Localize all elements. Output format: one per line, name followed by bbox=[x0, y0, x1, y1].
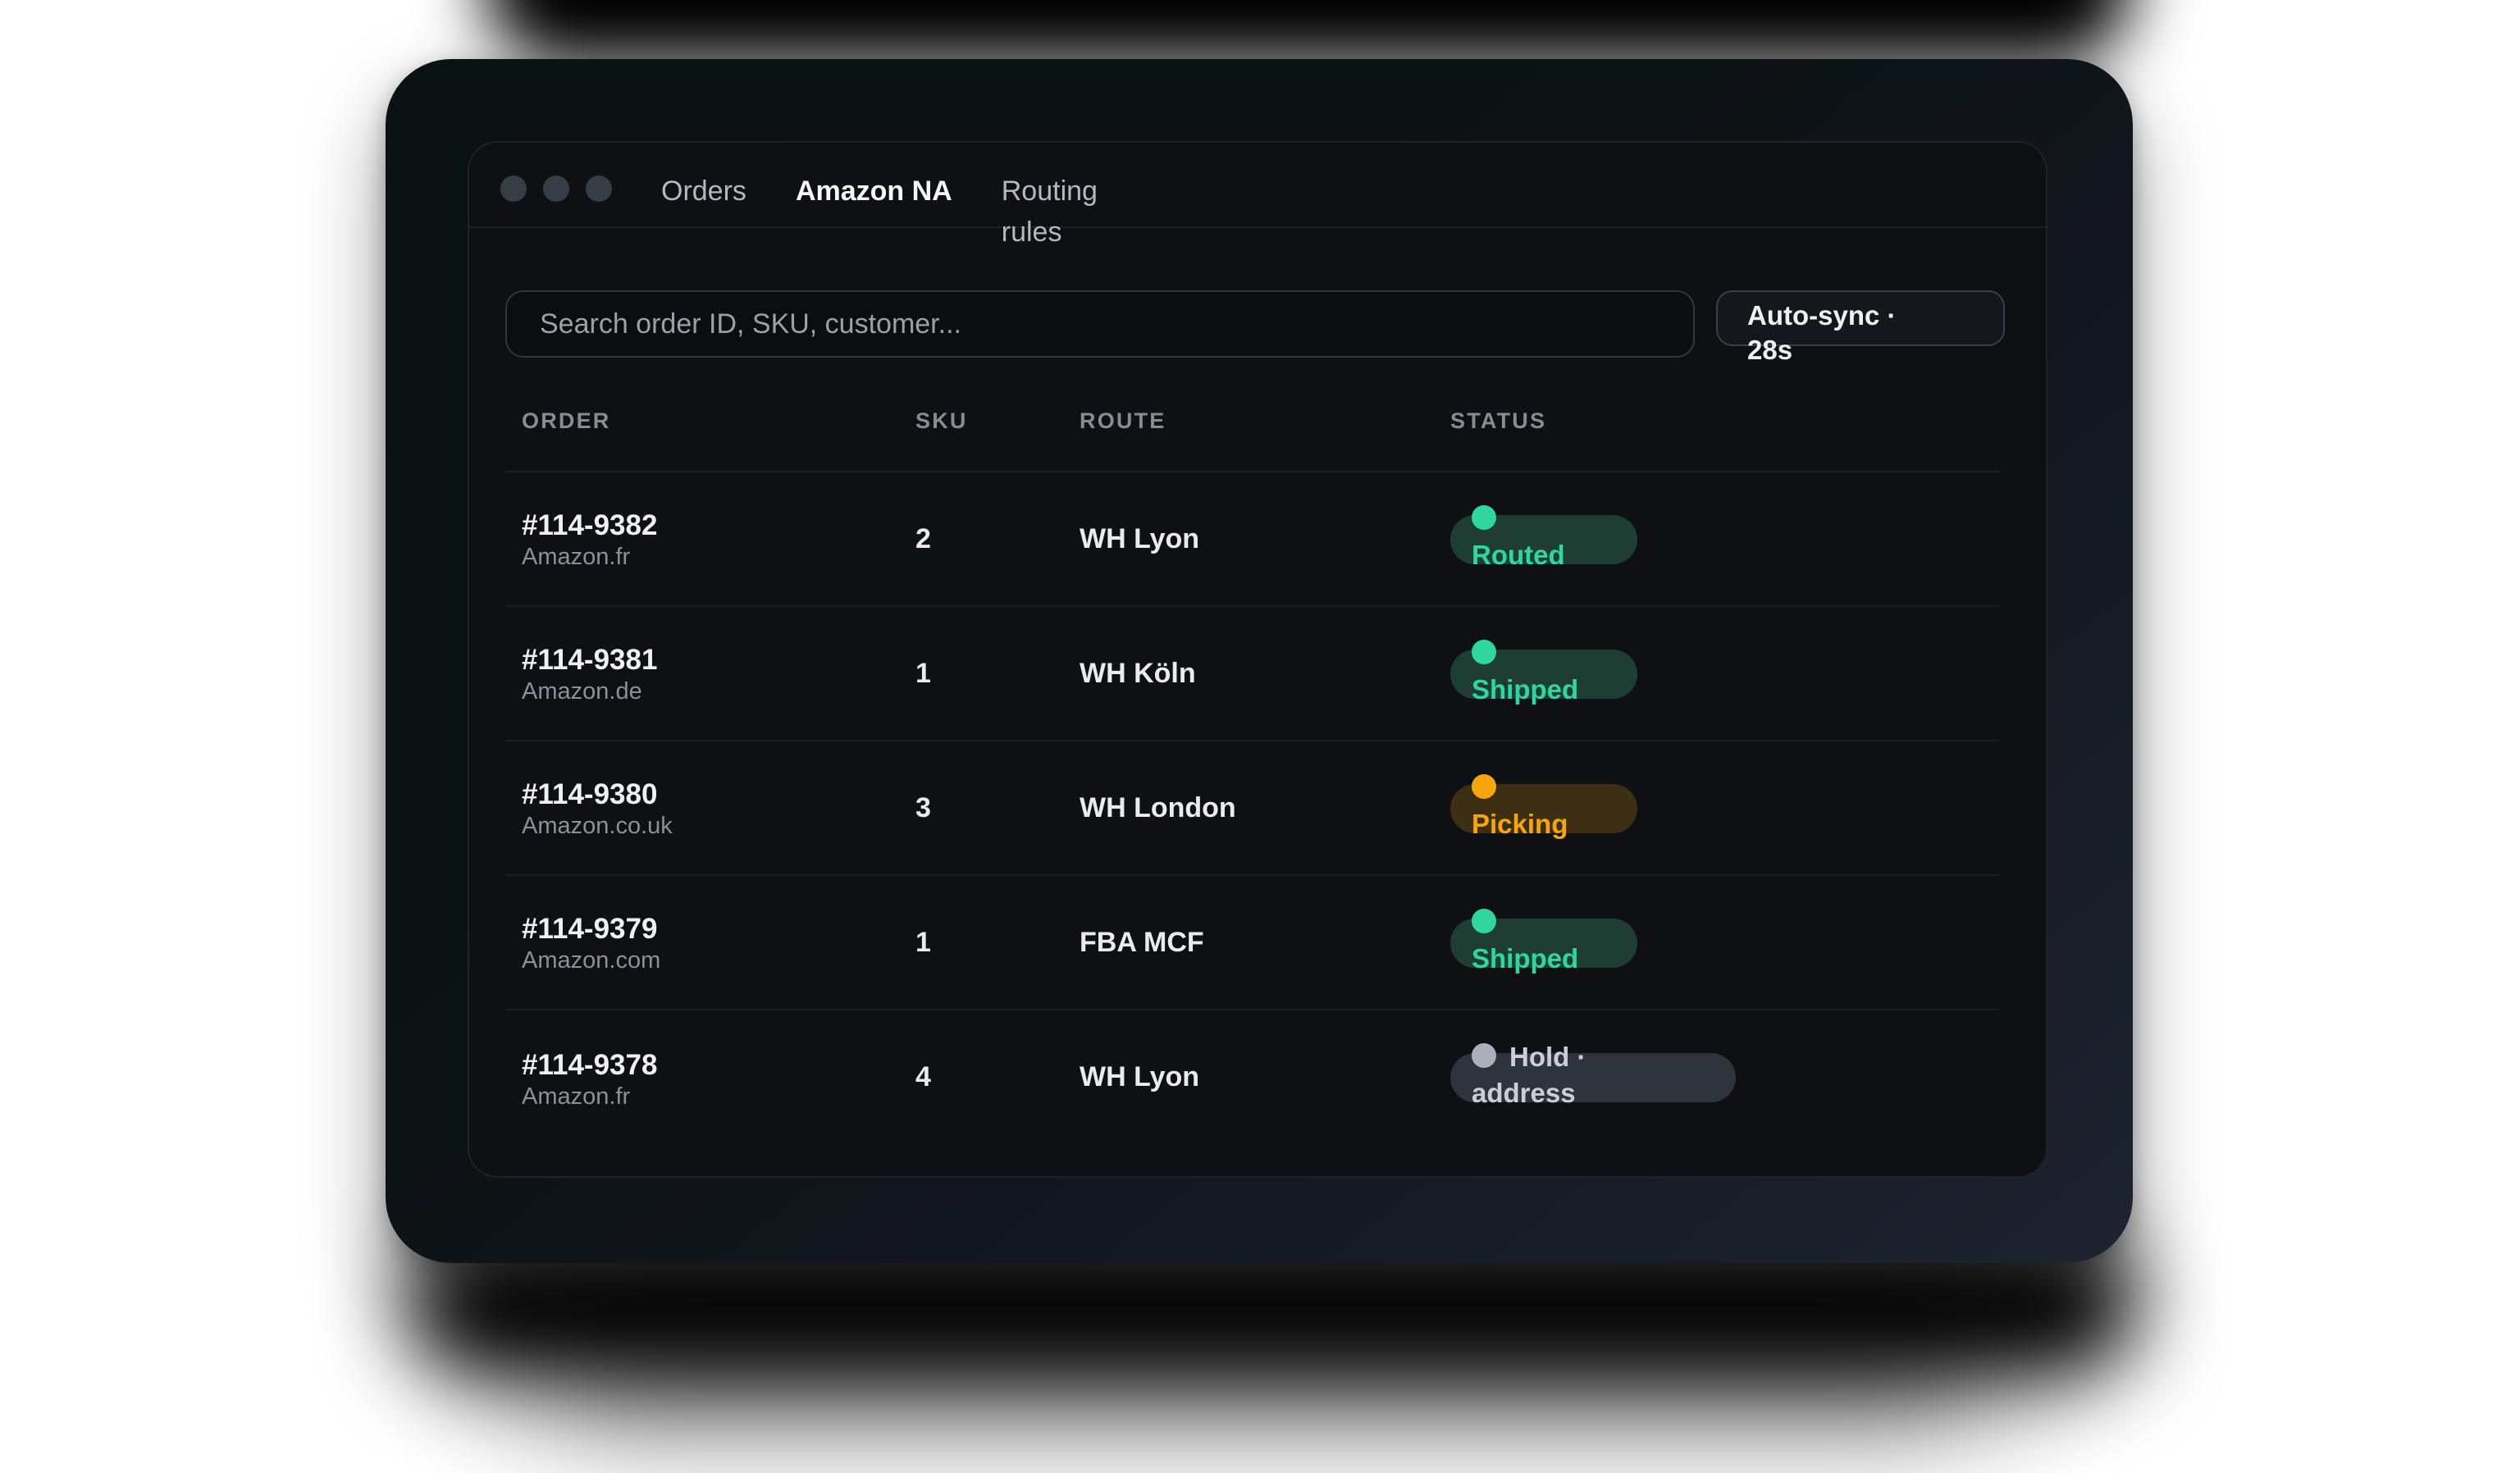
tab-orders[interactable]: Orders bbox=[661, 176, 746, 207]
marketplace: Amazon.fr bbox=[522, 1083, 631, 1110]
sku-value: 1 bbox=[915, 657, 931, 688]
status-badge: Picking bbox=[1450, 773, 1637, 839]
tab-amazon-na[interactable]: Amazon NA bbox=[795, 176, 952, 207]
order-id: #114-9382 bbox=[522, 508, 658, 541]
status-label: Shipped bbox=[1472, 944, 1579, 974]
tab-list: Orders Amazon NA Routing rules bbox=[661, 171, 1133, 253]
status-badge: Hold · address bbox=[1450, 1043, 1736, 1109]
marketplace: Amazon.com bbox=[522, 948, 661, 974]
status-dot-icon bbox=[1472, 773, 1496, 798]
status-dot-icon bbox=[1472, 908, 1496, 933]
order-id: #114-9378 bbox=[522, 1047, 658, 1080]
status-label: address bbox=[1472, 1079, 1576, 1109]
window-dot-icon[interactable] bbox=[500, 176, 527, 202]
sku-value: 4 bbox=[915, 1061, 931, 1092]
tab-routing-rules[interactable]: Routing rules bbox=[1001, 176, 1098, 248]
col-header-order: ORDER bbox=[522, 408, 611, 433]
route-value: WH Köln bbox=[1080, 657, 1196, 688]
card-top-shadow bbox=[484, 0, 2133, 66]
route-value: WH Lyon bbox=[1080, 522, 1200, 554]
device-card: Orders Amazon NA Routing rules Auto-sync… bbox=[386, 59, 2133, 1263]
table-header-row: ORDER SKU ROUTE STATUS bbox=[505, 358, 2000, 472]
auto-sync-label: Auto-sync · bbox=[1747, 302, 1897, 331]
marketplace: Amazon.co.uk bbox=[522, 814, 673, 840]
search-input[interactable] bbox=[505, 290, 1695, 358]
sku-value: 3 bbox=[915, 791, 931, 823]
status-badge: Shipped bbox=[1450, 639, 1637, 705]
status-dot-icon bbox=[1472, 1043, 1496, 1068]
marketplace: Amazon.fr bbox=[522, 545, 631, 571]
titlebar: Orders Amazon NA Routing rules bbox=[469, 143, 2046, 248]
window-controls bbox=[500, 176, 612, 202]
table-row[interactable]: #114-9380 Amazon.co.uk 3 WH London Picki… bbox=[505, 741, 2000, 876]
sku-value: 2 bbox=[915, 522, 931, 554]
marketplace: Amazon.de bbox=[522, 679, 642, 705]
col-header-status: STATUS bbox=[1450, 408, 1547, 433]
status-label: Shipped bbox=[1472, 675, 1579, 705]
route-value: WH Lyon bbox=[1080, 1061, 1200, 1092]
col-header-route: ROUTE bbox=[1080, 408, 1166, 433]
order-id: #114-9381 bbox=[522, 643, 658, 676]
order-id: #114-9379 bbox=[522, 912, 658, 945]
status-dot-icon bbox=[1472, 504, 1496, 529]
auto-sync-button[interactable]: Auto-sync · 28s bbox=[1716, 290, 2005, 366]
status-dot-icon bbox=[1472, 639, 1496, 664]
route-value: FBA MCF bbox=[1080, 926, 1204, 957]
status-label: Picking bbox=[1472, 809, 1568, 839]
status-badge: Shipped bbox=[1450, 908, 1637, 974]
status-badge: Routed bbox=[1450, 504, 1637, 570]
table-row[interactable]: #114-9382 Amazon.fr 2 WH Lyon Routed bbox=[505, 472, 2000, 607]
status-label-line1: Hold · bbox=[1509, 1043, 1586, 1073]
table-row[interactable]: #114-9381 Amazon.de 1 WH Köln Shipped bbox=[505, 607, 2000, 741]
status-label: Routed bbox=[1472, 540, 1565, 570]
auto-sync-countdown: 28s bbox=[1747, 336, 1793, 366]
route-value: WH London bbox=[1080, 791, 1236, 823]
window-dot-icon[interactable] bbox=[586, 176, 612, 202]
table-row[interactable]: #114-9378 Amazon.fr 4 WH Lyon Hold · add… bbox=[505, 1010, 2000, 1145]
app-window: Orders Amazon NA Routing rules Auto-sync… bbox=[468, 141, 2048, 1178]
card-bottom-shadow-soft bbox=[541, 1299, 1985, 1401]
sku-value: 1 bbox=[915, 926, 931, 957]
col-header-sku: SKU bbox=[915, 408, 968, 433]
orders-table: ORDER SKU ROUTE STATUS #114-9382 Amazon.… bbox=[505, 358, 2000, 1145]
window-dot-icon[interactable] bbox=[543, 176, 569, 202]
order-id: #114-9380 bbox=[522, 778, 658, 810]
toolbar: Auto-sync · 28s bbox=[505, 290, 2005, 366]
table-row[interactable]: #114-9379 Amazon.com 1 FBA MCF Shipped bbox=[505, 876, 2000, 1010]
